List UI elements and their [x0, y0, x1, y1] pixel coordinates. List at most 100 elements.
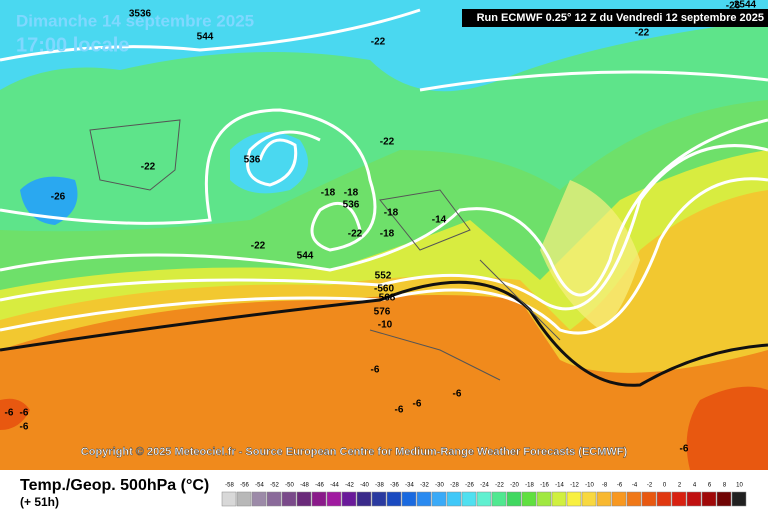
map-label: -6: [395, 405, 404, 416]
legend-label: -22: [495, 483, 504, 489]
forecast-time: 17:00 locale: [16, 34, 129, 56]
legend-swatch: [461, 491, 477, 507]
legend-swatch: [281, 491, 297, 507]
map-label: 2544: [734, 0, 757, 11]
hot-zone: [686, 386, 768, 470]
map-label: -22: [348, 229, 363, 240]
contour: [0, 118, 768, 297]
legend-swatch: [656, 491, 672, 507]
legend-swatch: [386, 491, 402, 507]
legend-label: 4: [693, 483, 697, 489]
legend-swatch: [341, 491, 357, 507]
map-label: 3536: [129, 9, 152, 20]
map-label: -6: [20, 408, 29, 419]
map-label: -22: [141, 162, 156, 173]
legend-swatch: [491, 491, 507, 507]
legend-label: -20: [510, 483, 519, 489]
legend-label: -40: [360, 483, 369, 489]
legend-label: 10: [736, 483, 743, 489]
map-label: -26: [726, 1, 741, 12]
legend-label: 6: [708, 483, 712, 489]
copyright: Copyright © 2025 Meteociel.fr - Source E…: [81, 446, 628, 458]
legend-label: -30: [435, 483, 444, 489]
legend-swatch: [431, 491, 447, 507]
map-label: -6: [371, 365, 380, 376]
legend-label: -24: [480, 483, 489, 489]
map-label: -6: [680, 444, 689, 455]
run-info: Run ECMWF 0.25° 12 Z du Vendredi 12 sept…: [477, 12, 764, 24]
legend-label: -38: [375, 483, 384, 489]
legend-swatch: [416, 491, 432, 507]
legend-label: -2: [647, 483, 653, 489]
legend-swatch: [296, 491, 312, 507]
warm-ridge: [540, 180, 640, 330]
contour: [0, 8, 421, 62]
legend-swatch: [671, 491, 687, 507]
legend-label: -28: [450, 483, 459, 489]
legend-label: -4: [632, 483, 638, 489]
map-label: -560: [374, 284, 394, 295]
legend-swatch: [266, 491, 282, 507]
map-label: 552: [375, 271, 392, 282]
map-label: -26: [51, 192, 66, 203]
legend-label: 2: [678, 483, 682, 489]
legend-swatch: [686, 491, 702, 507]
legend-swatch: [371, 491, 387, 507]
map-label: -22: [371, 37, 386, 48]
legend-swatch: [701, 491, 717, 507]
color-legend: -58 -56 -54 -52 -50 -48 -46 -44 -42 -40 -38 -36 -34-…: [221, 483, 747, 507]
legend-label: -10: [585, 483, 594, 489]
legend-label: -8: [602, 483, 608, 489]
footer-title: Temp./Geop. 500hPa (°C): [20, 477, 209, 494]
legend-label: -52: [270, 483, 279, 489]
contour: [0, 144, 768, 311]
map-label: -22: [635, 28, 650, 39]
legend-label: -26: [465, 483, 474, 489]
coastlines: [89, 119, 561, 381]
legend-swatch: [611, 491, 627, 507]
forecast-date: Dimanche 14 septembre 2025: [16, 11, 254, 30]
hot-zone-2: [0, 398, 30, 430]
legend-swatch: [581, 491, 597, 507]
legend-swatch: [626, 491, 642, 507]
map-label: 544: [297, 251, 314, 262]
map-label: -6: [5, 408, 14, 419]
legend-swatch: [221, 491, 237, 507]
legend-label: -32: [420, 483, 429, 489]
map-label: 568: [379, 293, 396, 304]
map-label: 544: [197, 32, 214, 43]
legend-label: -36: [390, 483, 399, 489]
map-label: -6: [453, 389, 462, 400]
map-label: 576: [374, 307, 391, 318]
footer-subtitle: (+ 51h): [20, 495, 59, 509]
legend-label: -54: [255, 483, 264, 489]
map-label: -10: [378, 320, 393, 331]
legend-label: -6: [617, 483, 623, 489]
legend-swatch: [356, 491, 372, 507]
map-label: -14: [432, 215, 447, 226]
legend-label: -18: [525, 483, 534, 489]
legend-swatch: [251, 491, 267, 507]
legend-swatch: [236, 491, 252, 507]
legend-label: -14: [555, 483, 564, 489]
legend-label: -48: [300, 483, 309, 489]
map-label: 536: [244, 155, 261, 166]
legend-swatch: [716, 491, 732, 507]
legend-label: -44: [330, 483, 339, 489]
legend-label: -12: [570, 483, 579, 489]
legend-swatch: [446, 491, 462, 507]
legend-swatch: [326, 491, 342, 507]
map-label: -18: [380, 229, 395, 240]
legend-swatch: [506, 491, 522, 507]
green-zone-2: [0, 0, 768, 232]
map-label: -22: [251, 241, 266, 252]
map-label: -18: [384, 208, 399, 219]
legend-swatch: [641, 491, 657, 507]
legend-label: -16: [540, 483, 549, 489]
contour: [419, 70, 768, 92]
legend-label: -50: [285, 483, 294, 489]
legend-swatch: [536, 491, 552, 507]
map-label: -18: [321, 188, 336, 199]
